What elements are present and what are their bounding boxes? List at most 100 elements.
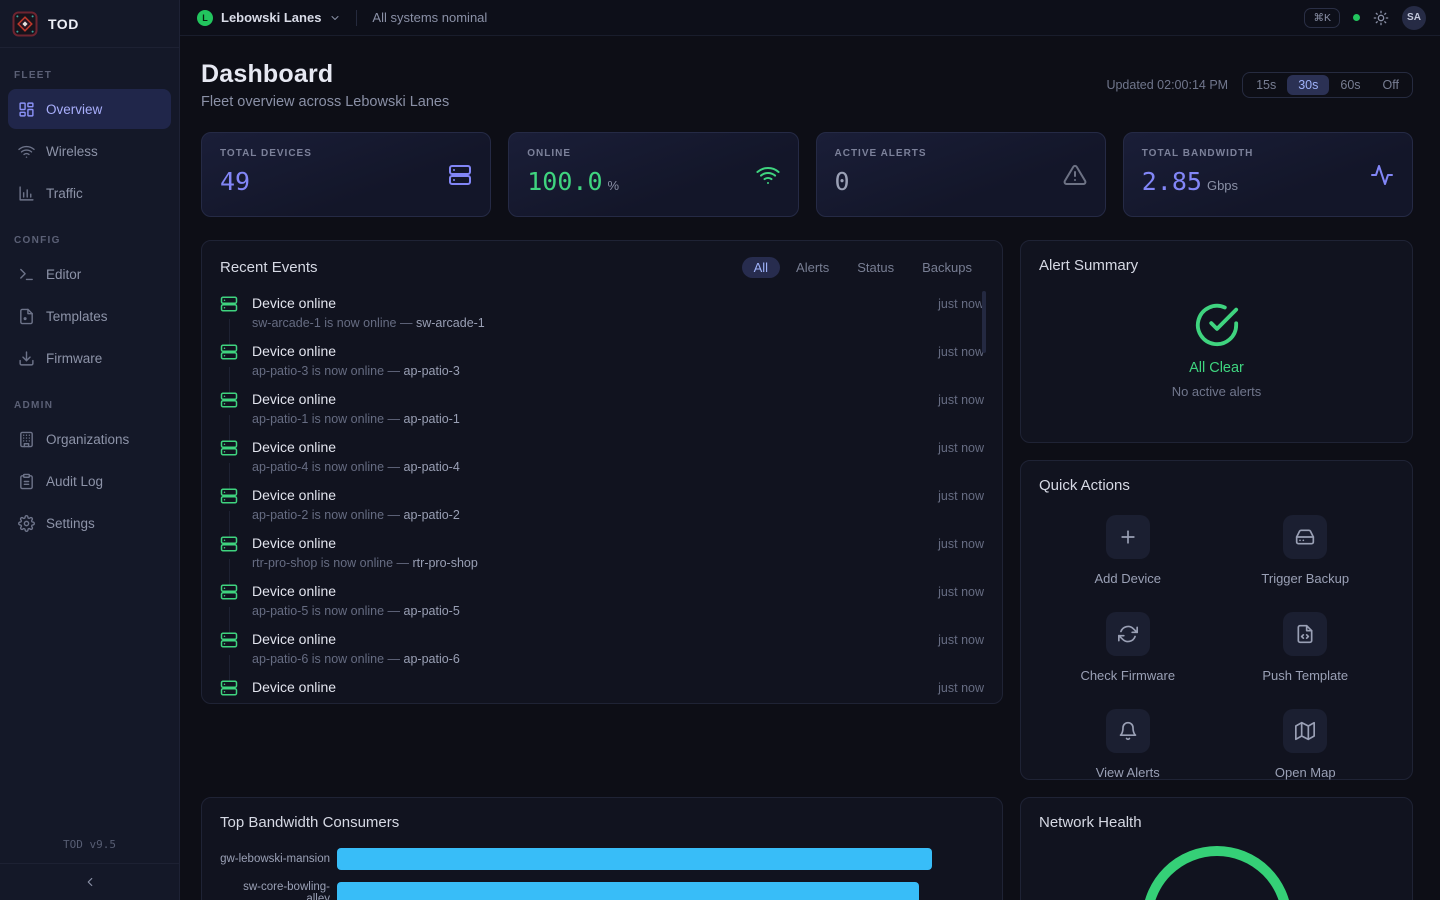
building-icon: [18, 431, 35, 448]
dashboard-content: Dashboard Fleet overview across Lebowski…: [180, 36, 1440, 900]
terminal-icon: [18, 266, 35, 283]
quick-actions-grid: Add Device Trigger Backup Check Firmware: [1039, 515, 1394, 780]
org-avatar: L: [197, 10, 213, 26]
event-detail: ap-patio-3 is now online — ap-patio-3: [252, 364, 460, 378]
drive-icon: [1295, 527, 1315, 547]
event-device: rtr-pro-shop: [413, 556, 478, 570]
network-health-card: Network Health 100: [1020, 797, 1413, 900]
event-row[interactable]: Device online ap-patio-1 is now online —…: [220, 386, 984, 434]
alert-status-text: All Clear: [1189, 360, 1244, 376]
event-row[interactable]: Device online just now: [220, 674, 984, 704]
sidebar-item[interactable]: Firmware: [8, 338, 171, 378]
file-code-icon: [1295, 624, 1315, 644]
quick-action-label: Check Firmware: [1080, 668, 1175, 683]
events-scrollbar[interactable]: [982, 291, 986, 353]
bar-row: gw-lebowski-mansion: [220, 848, 984, 870]
stat-unit: %: [608, 178, 620, 193]
quick-action-label: Push Template: [1262, 668, 1348, 683]
quick-action-button[interactable]: Open Map: [1217, 709, 1395, 780]
event-time: just now: [938, 583, 984, 626]
sidebar-item[interactable]: Wireless: [8, 131, 171, 171]
chevron-left-icon: [83, 875, 97, 889]
stat-card: ONLINE 100.0 %: [508, 132, 798, 217]
bell-icon: [1118, 721, 1138, 741]
quick-actions-card: Quick Actions Add Device Trigger Backup: [1020, 460, 1413, 780]
event-row[interactable]: Device online ap-patio-3 is now online —…: [220, 338, 984, 386]
event-time: just now: [938, 631, 984, 674]
sidebar-item[interactable]: Audit Log: [8, 461, 171, 501]
stat-label: TOTAL DEVICES: [220, 148, 312, 159]
sidebar-nav: FLEET Overview Wireless: [0, 48, 179, 828]
interval-button[interactable]: Off: [1372, 75, 1410, 95]
event-device: ap-patio-4: [404, 460, 460, 474]
refresh-icon: [1118, 624, 1138, 644]
sidebar-section-label: ADMIN: [14, 400, 165, 411]
event-row[interactable]: Device online ap-patio-5 is now online —…: [220, 578, 984, 626]
server-icon: [220, 631, 238, 649]
event-detail: ap-patio-6 is now online — ap-patio-6: [252, 652, 460, 666]
event-time: just now: [938, 535, 984, 578]
sidebar-item[interactable]: Settings: [8, 503, 171, 543]
events-filter-tab[interactable]: Status: [845, 257, 906, 278]
event-row[interactable]: Device online ap-patio-2 is now online —…: [220, 482, 984, 530]
events-filter-tab[interactable]: All: [742, 257, 780, 278]
org-switcher[interactable]: L Lebowski Lanes: [197, 10, 341, 26]
event-row[interactable]: Device online ap-patio-6 is now online —…: [220, 626, 984, 674]
stat-cards-row: TOTAL DEVICES 49 ONLINE 100.0 %: [201, 132, 1413, 217]
wifi-icon: [18, 143, 35, 160]
server-icon: [220, 295, 238, 313]
sidebar-item[interactable]: Overview: [8, 89, 171, 129]
command-palette-shortcut[interactable]: ⌘K: [1304, 8, 1340, 28]
plus-icon: [1118, 527, 1138, 547]
stat-card: ACTIVE ALERTS 0: [816, 132, 1106, 217]
file-icon: [18, 308, 35, 325]
server-icon: [220, 679, 238, 697]
events-filter-tab[interactable]: Alerts: [784, 257, 841, 278]
stat-value: 0: [835, 167, 850, 196]
bandwidth-title: Top Bandwidth Consumers: [220, 814, 399, 831]
events-filter-tab[interactable]: Backups: [910, 257, 984, 278]
event-row[interactable]: Device online sw-arcade-1 is now online …: [220, 290, 984, 338]
event-device: sw-arcade-1: [416, 316, 485, 330]
interval-button[interactable]: 60s: [1329, 75, 1371, 95]
activity-icon: [1370, 163, 1394, 187]
event-row[interactable]: Device online rtr-pro-shop is now online…: [220, 530, 984, 578]
sidebar-item[interactable]: Traffic: [8, 173, 171, 213]
bandwidth-bar: [337, 848, 932, 870]
server-icon: [448, 163, 472, 187]
org-name: Lebowski Lanes: [221, 10, 321, 25]
sidebar-section: FLEET Overview Wireless: [0, 70, 179, 213]
bar-label: sw-core-bowling-alley: [220, 881, 337, 900]
theme-toggle-sun-icon[interactable]: [1373, 10, 1389, 26]
dashboard-icon: [18, 101, 35, 118]
event-device: ap-patio-6: [404, 652, 460, 666]
event-row[interactable]: Device online ap-patio-4 is now online —…: [220, 434, 984, 482]
quick-action-label: Trigger Backup: [1261, 571, 1349, 586]
event-detail: rtr-pro-shop is now online — rtr-pro-sho…: [252, 556, 478, 570]
server-icon: [220, 439, 238, 457]
sidebar-item[interactable]: Templates: [8, 296, 171, 336]
map-icon: [1295, 721, 1315, 741]
quick-action-button[interactable]: View Alerts: [1039, 709, 1217, 780]
health-gauge: 100: [1142, 846, 1292, 900]
page-subtitle: Fleet overview across Lebowski Lanes: [201, 94, 449, 110]
user-avatar[interactable]: SA: [1402, 6, 1426, 30]
server-icon: [220, 535, 238, 553]
quick-action-button[interactable]: Push Template: [1217, 612, 1395, 683]
event-detail: ap-patio-2 is now online — ap-patio-2: [252, 508, 460, 522]
quick-action-button[interactable]: Add Device: [1039, 515, 1217, 586]
system-status-text: All systems nominal: [372, 10, 487, 25]
quick-action-button[interactable]: Trigger Backup: [1217, 515, 1395, 586]
stat-value: 100.0: [527, 167, 602, 196]
event-title: Device online: [252, 391, 460, 407]
interval-button[interactable]: 30s: [1287, 75, 1329, 95]
sidebar-item[interactable]: Editor: [8, 254, 171, 294]
interval-button[interactable]: 15s: [1245, 75, 1287, 95]
quick-action-button[interactable]: Check Firmware: [1039, 612, 1217, 683]
brand-name: TOD: [48, 16, 79, 32]
event-detail: sw-arcade-1 is now online — sw-arcade-1: [252, 316, 485, 330]
stat-card: TOTAL BANDWIDTH 2.85 Gbps: [1123, 132, 1413, 217]
sidebar-item[interactable]: Organizations: [8, 419, 171, 459]
event-title: Device online: [252, 343, 460, 359]
collapse-sidebar-button[interactable]: [0, 863, 179, 900]
